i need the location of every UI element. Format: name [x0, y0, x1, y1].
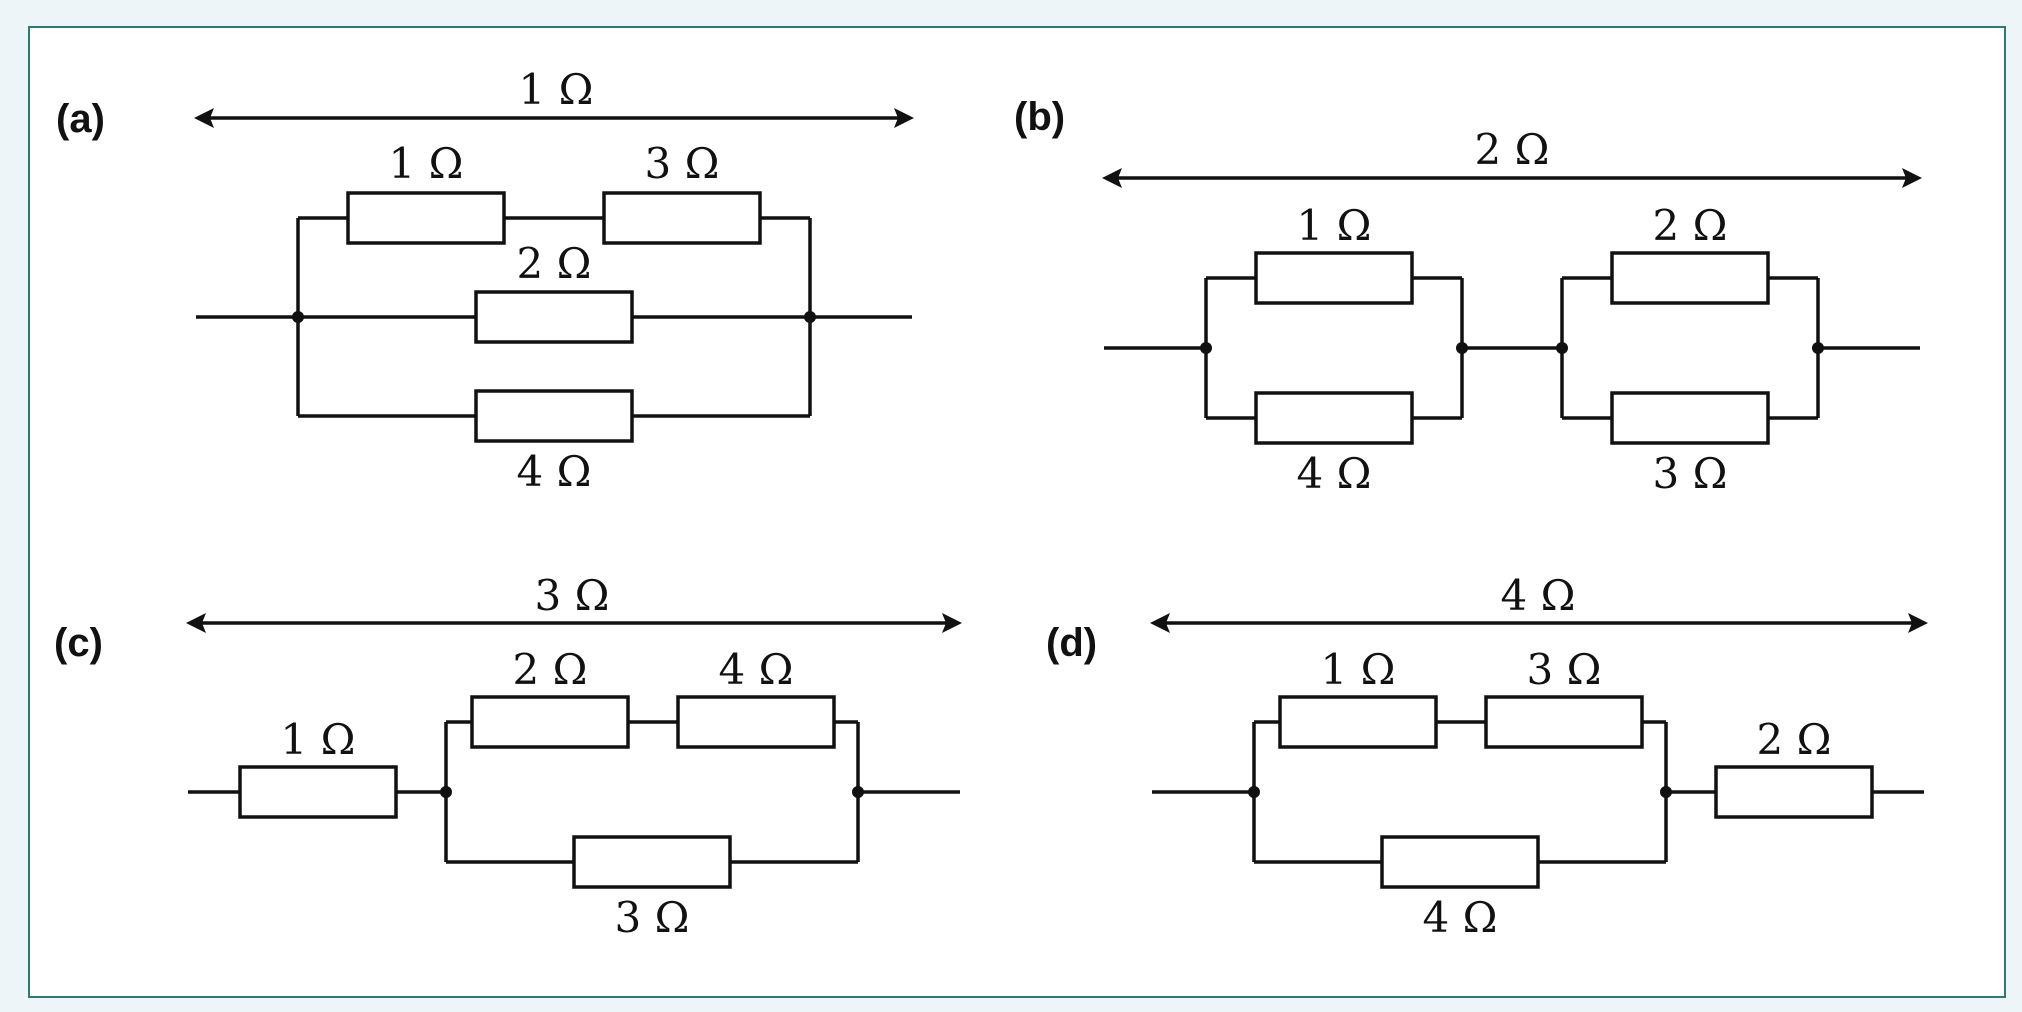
panel-label: (d) — [1046, 621, 1097, 665]
resistor-label: 2 Ω — [1653, 201, 1728, 250]
junction-node — [1556, 342, 1568, 354]
total-resistance-arrow — [1102, 168, 1922, 188]
resistor-label: 3 Ω — [645, 139, 720, 188]
resistor-label: 3 Ω — [615, 893, 690, 942]
resistor — [474, 290, 634, 344]
junction-node — [292, 311, 304, 323]
junction-node — [804, 311, 816, 323]
resistor-label: 3 Ω — [1653, 449, 1728, 498]
resistor-label: 1 Ω — [1297, 201, 1372, 250]
resistor-label: 4 Ω — [1297, 449, 1372, 498]
panel-a: (a) 1 Ω 1 Ω 3 Ω 2 Ω 4 — [56, 65, 914, 496]
wires — [196, 216, 912, 418]
resistor-label: 2 Ω — [517, 239, 592, 288]
total-resistance-arrow — [194, 108, 914, 128]
resistor — [602, 191, 762, 245]
junction-node — [1456, 342, 1468, 354]
total-resistance-arrow — [1150, 613, 1928, 633]
resistor-label: 2 Ω — [513, 645, 588, 694]
resistor — [346, 191, 506, 245]
resistor-label: 1 Ω — [1321, 645, 1396, 694]
junction-node — [1812, 342, 1824, 354]
junction-node — [1200, 342, 1212, 354]
junction-node — [852, 786, 864, 798]
resistor-label: 1 Ω — [281, 715, 356, 764]
total-resistance-label: 4 Ω — [1501, 571, 1576, 620]
resistor-label: 4 Ω — [1423, 893, 1498, 942]
resistor — [1254, 251, 1414, 305]
resistor — [474, 389, 634, 443]
panel-b: (b) 2 Ω 1 Ω 4 Ω 2 — [1014, 95, 1922, 498]
resistor — [1380, 835, 1540, 889]
total-resistance-label: 3 Ω — [535, 571, 610, 620]
junction-node — [1660, 786, 1672, 798]
total-resistance-label: 2 Ω — [1475, 125, 1550, 174]
junction-node — [1248, 786, 1260, 798]
resistor — [1484, 695, 1644, 749]
junction-node — [440, 786, 452, 798]
resistor-label: 4 Ω — [719, 645, 794, 694]
resistor — [238, 765, 398, 819]
wires — [1104, 276, 1920, 420]
resistor-label: 1 Ω — [389, 139, 464, 188]
resistor — [1610, 391, 1770, 445]
total-resistance-arrow — [186, 613, 962, 633]
resistor — [1254, 391, 1414, 445]
resistor-label: 2 Ω — [1757, 715, 1832, 764]
panel-label: (c) — [54, 621, 103, 665]
resistor — [1278, 695, 1438, 749]
total-resistance-label: 1 Ω — [519, 65, 594, 114]
figure-frame — [28, 26, 2006, 998]
panel-d: (d) 4 Ω 1 Ω 3 Ω 4 Ω 2 Ω — [1046, 571, 1928, 942]
resistor — [470, 695, 630, 749]
panel-label: (b) — [1014, 95, 1065, 139]
resistor-label: 4 Ω — [517, 447, 592, 496]
panel-label: (a) — [56, 97, 105, 141]
resistor — [1610, 251, 1770, 305]
panel-c: (c) 3 Ω 1 Ω 2 Ω 4 Ω 3 Ω — [54, 571, 962, 942]
resistor — [1714, 765, 1874, 819]
resistor-label: 3 Ω — [1527, 645, 1602, 694]
resistor — [676, 695, 836, 749]
resistor — [572, 835, 732, 889]
